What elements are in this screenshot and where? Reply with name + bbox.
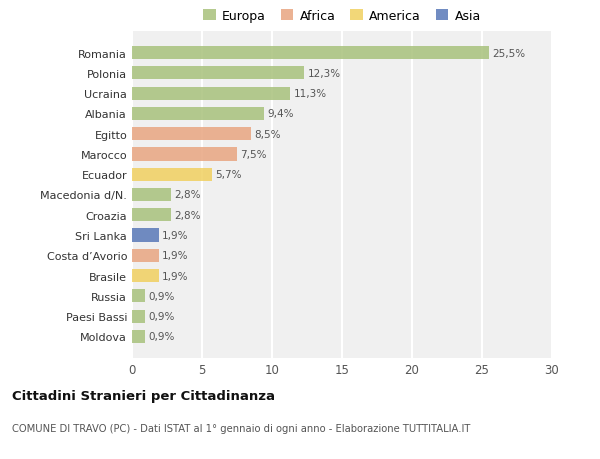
- Bar: [132, 209, 171, 222]
- Text: 0,9%: 0,9%: [148, 311, 175, 321]
- Bar: [132, 168, 212, 181]
- Legend: Europa, Africa, America, Asia: Europa, Africa, America, Asia: [203, 10, 481, 22]
- Bar: [132, 128, 251, 141]
- Bar: [132, 87, 290, 101]
- Text: 2,8%: 2,8%: [175, 190, 201, 200]
- Bar: [132, 249, 158, 262]
- Text: 1,9%: 1,9%: [162, 230, 188, 241]
- Bar: [132, 229, 158, 242]
- Text: 2,8%: 2,8%: [175, 210, 201, 220]
- Text: 0,9%: 0,9%: [148, 332, 175, 341]
- Text: 25,5%: 25,5%: [493, 49, 526, 58]
- Bar: [132, 310, 145, 323]
- Text: COMUNE DI TRAVO (PC) - Dati ISTAT al 1° gennaio di ogni anno - Elaborazione TUTT: COMUNE DI TRAVO (PC) - Dati ISTAT al 1° …: [12, 424, 470, 433]
- Text: 5,7%: 5,7%: [215, 170, 242, 180]
- Text: 9,4%: 9,4%: [267, 109, 293, 119]
- Bar: [132, 148, 237, 161]
- Text: 1,9%: 1,9%: [162, 251, 188, 261]
- Text: 1,9%: 1,9%: [162, 271, 188, 281]
- Bar: [132, 47, 489, 60]
- Bar: [132, 189, 171, 202]
- Bar: [132, 107, 263, 121]
- Bar: [132, 290, 145, 303]
- Text: 11,3%: 11,3%: [294, 89, 327, 99]
- Text: 7,5%: 7,5%: [241, 150, 267, 160]
- Text: 8,5%: 8,5%: [254, 129, 281, 140]
- Text: 12,3%: 12,3%: [308, 69, 341, 79]
- Bar: [132, 330, 145, 343]
- Text: Cittadini Stranieri per Cittadinanza: Cittadini Stranieri per Cittadinanza: [12, 389, 275, 403]
- Bar: [132, 269, 158, 283]
- Bar: [132, 67, 304, 80]
- Text: 0,9%: 0,9%: [148, 291, 175, 301]
